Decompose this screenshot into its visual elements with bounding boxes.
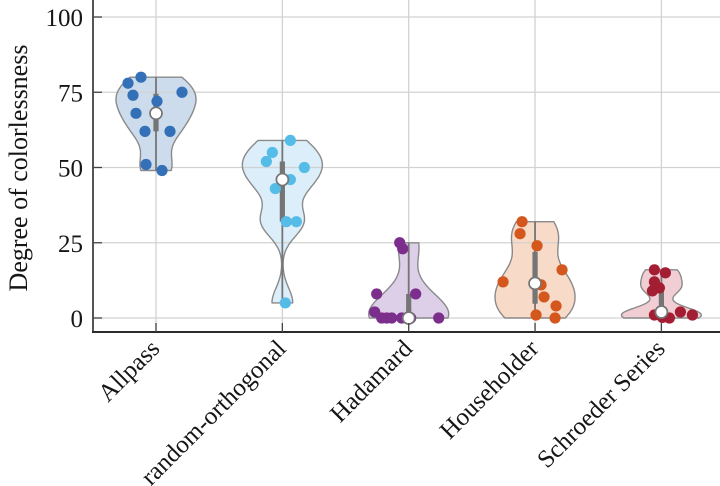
data-point bbox=[130, 107, 142, 119]
data-point bbox=[410, 288, 422, 300]
y-tick-label: 75 bbox=[58, 80, 83, 107]
data-point bbox=[266, 146, 278, 159]
data-point bbox=[140, 158, 152, 171]
data-point bbox=[674, 306, 687, 318]
data-point bbox=[433, 312, 445, 324]
data-point bbox=[176, 86, 188, 98]
data-point bbox=[156, 164, 168, 177]
data-point bbox=[135, 71, 147, 83]
median-dot-hadamard bbox=[401, 311, 416, 325]
x-tick-label-householder: Householder bbox=[435, 335, 545, 445]
data-point bbox=[648, 264, 661, 276]
y-tick-label: 50 bbox=[58, 156, 83, 183]
data-point bbox=[514, 228, 526, 240]
violin-outline-schroeder-series bbox=[620, 269, 703, 319]
data-point bbox=[371, 288, 383, 300]
data-point bbox=[538, 291, 550, 303]
data-point bbox=[280, 216, 292, 228]
data-point bbox=[381, 312, 393, 324]
data-point bbox=[550, 300, 562, 312]
data-point bbox=[397, 243, 409, 255]
data-point bbox=[646, 285, 659, 297]
data-point bbox=[139, 125, 151, 137]
data-point bbox=[290, 216, 302, 228]
data-point bbox=[497, 276, 509, 288]
y-tick-label: 0 bbox=[71, 306, 84, 333]
x-tick-label-schroeder-series: Schroeder Series bbox=[532, 335, 670, 473]
y-tick-label: 100 bbox=[46, 5, 84, 32]
data-point bbox=[549, 312, 561, 324]
data-point bbox=[122, 77, 134, 89]
median-dot-schroeder-series bbox=[654, 305, 669, 319]
data-point bbox=[284, 134, 296, 147]
violin-outline-allpass bbox=[115, 76, 197, 172]
iqr-bar-hadamard bbox=[406, 293, 412, 318]
x-tick-label-allpass: Allpass bbox=[93, 335, 165, 407]
iqr-bar-schroeder-series bbox=[658, 284, 664, 315]
x-tick-label-hadamard: Hadamard bbox=[325, 335, 418, 428]
data-point bbox=[686, 309, 699, 321]
data-point bbox=[516, 216, 528, 228]
y-tick-label: 25 bbox=[58, 231, 83, 258]
median-dot-allpass bbox=[149, 106, 163, 121]
data-point bbox=[659, 267, 672, 279]
data-point bbox=[151, 95, 163, 107]
y-axis-title: Degree of colorlessness bbox=[4, 45, 33, 292]
data-point bbox=[260, 155, 272, 168]
data-point bbox=[530, 309, 542, 321]
data-point bbox=[164, 125, 176, 137]
median-dot-random-orthogonal bbox=[275, 172, 290, 187]
violin-outline-householder bbox=[494, 221, 576, 319]
data-point bbox=[269, 182, 281, 195]
violin-outline-random-orthogonal bbox=[241, 139, 324, 304]
data-point bbox=[556, 264, 568, 276]
data-point bbox=[127, 89, 139, 101]
median-dot-householder bbox=[528, 276, 542, 291]
data-point bbox=[279, 297, 291, 309]
iqr-bar-random-orthogonal bbox=[279, 161, 285, 222]
data-point bbox=[531, 240, 543, 252]
data-point bbox=[298, 161, 310, 174]
